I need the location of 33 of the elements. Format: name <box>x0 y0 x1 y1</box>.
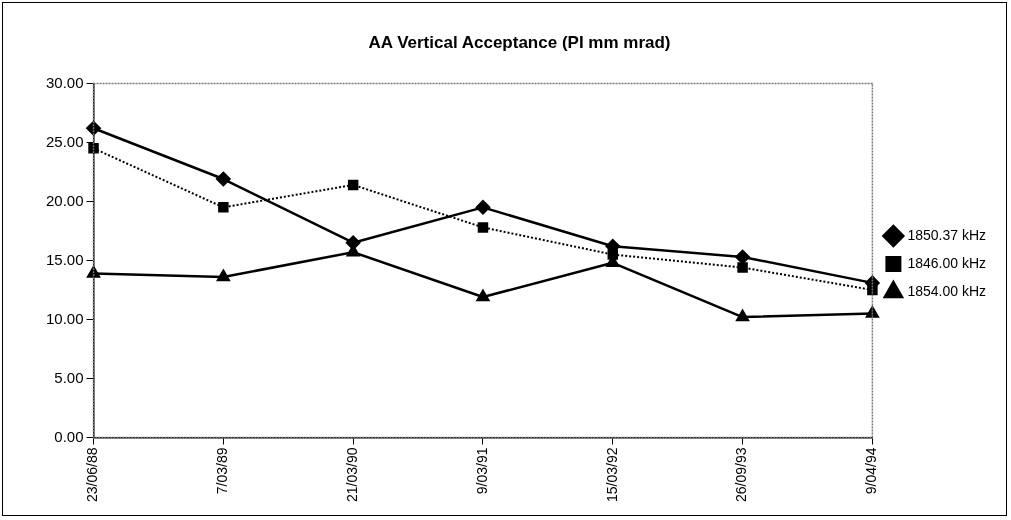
y-tick-label: 20.00 <box>45 191 84 209</box>
y-tick-label: 10.00 <box>45 309 84 327</box>
legend-label: 1850.37 kHz <box>907 226 986 243</box>
y-tick-label: 5.00 <box>54 368 84 386</box>
x-tick-label: 9/04/94 <box>863 447 880 495</box>
y-tick-label: 0.00 <box>54 427 84 445</box>
point <box>735 249 750 265</box>
x-tick-label: 15/03/92 <box>603 447 620 502</box>
chart-title: AA Vertical Acceptance (PI mm mrad) <box>368 32 671 52</box>
x-tick-label: 26/09/93 <box>733 447 750 502</box>
point <box>475 200 491 215</box>
point <box>218 202 229 213</box>
x-tick-label: 23/06/88 <box>84 447 101 502</box>
point <box>477 222 489 233</box>
point <box>737 262 748 273</box>
legend-label: 1854.00 kHz <box>907 282 986 299</box>
point <box>87 266 100 278</box>
x-tick-label: 21/03/90 <box>344 447 361 502</box>
point <box>347 179 359 191</box>
x-tick-label: 9/03/91 <box>473 447 490 495</box>
point <box>88 143 99 154</box>
point <box>216 171 231 187</box>
legend-label: 1846.00 kHz <box>907 254 986 271</box>
point <box>865 306 879 318</box>
x-tick-label: 7/03/89 <box>214 447 231 495</box>
y-tick-label: 25.00 <box>45 132 84 150</box>
point <box>86 121 101 136</box>
y-tick-label: 15.00 <box>45 250 84 268</box>
point <box>736 309 750 322</box>
point <box>216 269 230 282</box>
y-tick-label: 30.00 <box>45 73 84 91</box>
point <box>476 289 490 302</box>
point <box>345 235 361 250</box>
